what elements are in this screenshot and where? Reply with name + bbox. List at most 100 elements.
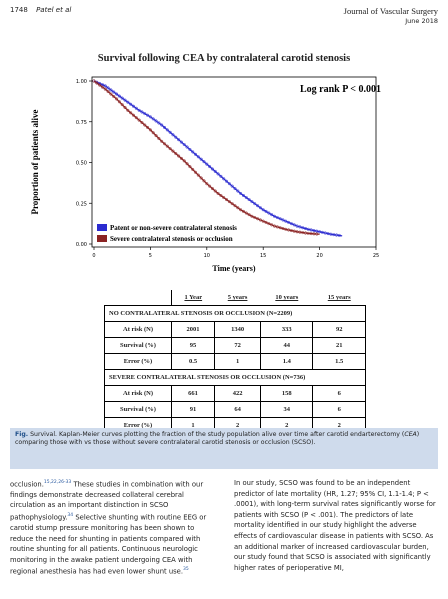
legend: Patent or non-severe contralateral steno… — [97, 224, 237, 243]
figure-label: Fig. — [15, 431, 29, 438]
body-column-right: In our study, SCSO was found to be an in… — [234, 479, 436, 572]
censor-mark — [287, 228, 291, 232]
censor-mark — [162, 125, 167, 130]
censor-mark — [168, 147, 172, 151]
table-row: At risk (N) 2001 1340 333 92 — [104, 321, 366, 338]
censor-mark — [202, 160, 206, 164]
censor-mark — [312, 229, 316, 233]
censor-mark — [191, 150, 195, 154]
group-title: SEVERE CONTRALATERAL STENOSIS OR OCCLUSI… — [104, 369, 366, 386]
caption-text: ). — [311, 439, 316, 447]
censor-mark — [205, 182, 209, 186]
censor-mark — [112, 90, 116, 94]
table-row: Survival (%) 91 64 34 6 — [104, 401, 366, 418]
table-row: Error (%) 0.5 1 1.4 1.5 — [104, 353, 366, 370]
body-text: Selective shunting with routine EEG or c… — [10, 513, 207, 576]
censor-mark — [284, 227, 288, 231]
table-col-header: 5 years — [214, 290, 261, 306]
censor-mark — [267, 222, 271, 226]
censor-mark — [146, 125, 150, 130]
citation-ref[interactable]: 15,22,26-33 — [43, 480, 72, 485]
censor-mark — [185, 162, 189, 166]
censor-mark — [295, 230, 299, 234]
table-cell: 158 — [260, 385, 314, 402]
censor-mark — [100, 85, 105, 89]
censor-mark — [182, 143, 186, 147]
y-axis: 0.00 0.25 0.50 0.75 1.00 — [76, 79, 92, 248]
x-axis: 0 5 10 15 20 25 — [92, 247, 379, 259]
censor-mark — [196, 173, 200, 177]
censor-mark — [210, 167, 214, 171]
row-label: Survival (%) — [104, 401, 172, 418]
censor-mark — [213, 169, 217, 174]
censor-mark — [272, 224, 277, 228]
y-tick-label: 0.25 — [76, 201, 87, 207]
series-line-severe — [93, 80, 320, 235]
censor-mark — [208, 184, 212, 188]
censor-mark — [236, 206, 240, 210]
censor-mark — [216, 172, 220, 176]
citation-ref[interactable]: 35 — [183, 567, 189, 573]
censor-mark — [137, 108, 141, 112]
censor-mark — [213, 189, 217, 193]
legend-swatch-patent — [97, 224, 107, 231]
censor-mark — [298, 225, 302, 229]
table-cell: 0.5 — [170, 353, 216, 370]
censor-mark — [179, 156, 183, 160]
censor-mark — [188, 147, 192, 152]
censor-mark — [250, 200, 254, 204]
censor-mark — [224, 179, 229, 183]
censor-mark — [289, 222, 293, 226]
censor-mark — [115, 92, 119, 96]
censor-mark — [267, 211, 271, 215]
censor-mark — [193, 170, 198, 174]
censor-mark — [241, 193, 246, 198]
figure-caption: Fig. Survival. Kaplan-Meier curves plott… — [10, 428, 438, 469]
censor-mark — [109, 88, 113, 92]
censor-mark — [253, 202, 257, 206]
censor-mark — [247, 198, 251, 202]
censor-mark — [315, 229, 319, 233]
citation-ref[interactable]: 34 — [67, 513, 74, 519]
table-cell: 661 — [170, 385, 216, 402]
censor-mark — [239, 191, 243, 196]
censor-mark — [318, 230, 322, 234]
censor-mark — [315, 232, 319, 236]
censor-mark — [275, 225, 279, 229]
censor-mark — [123, 98, 127, 102]
censor-mark — [270, 213, 274, 217]
table-cell: 95 — [170, 337, 216, 354]
body-column-left: occlusion.15,22,26-33 These studies in c… — [10, 478, 210, 577]
table-cell: 72 — [214, 337, 262, 354]
table-cell: 333 — [260, 321, 314, 338]
censor-mark — [179, 140, 183, 144]
censor-mark — [222, 195, 226, 200]
x-tick-label: 20 — [316, 253, 322, 259]
censor-mark — [301, 231, 305, 235]
table-cell: 1340 — [214, 321, 262, 338]
table-cell: 422 — [214, 385, 262, 402]
censor-mark — [157, 121, 161, 125]
censor-mark — [129, 111, 133, 115]
censor-mark — [168, 130, 172, 134]
censor-mark — [109, 92, 113, 96]
y-tick-label: 0.00 — [76, 242, 87, 248]
censor-mark — [151, 131, 155, 135]
journal-name: Journal of Vascular Surgery — [343, 6, 438, 16]
censor-mark — [210, 187, 214, 191]
censor-mark — [281, 226, 285, 231]
censor-mark — [160, 139, 164, 143]
censor-mark — [162, 142, 167, 146]
censor-mark — [165, 128, 169, 132]
table-cell: 21 — [312, 337, 366, 354]
censor-mark — [219, 174, 223, 178]
caption-text: Survival. Kaplan-Meier curves plotting t… — [28, 431, 405, 438]
censor-mark — [337, 233, 341, 237]
censor-mark — [306, 227, 310, 231]
censor-mark — [278, 226, 282, 230]
series-line-patent — [93, 80, 343, 237]
log-rank-annotation: Log rank P < 0.001 — [300, 84, 381, 95]
table-cell: 2001 — [170, 321, 216, 338]
censor-mark — [320, 230, 324, 234]
table-header-row: 1 Year 5 years 10 years 15 years — [104, 290, 366, 306]
